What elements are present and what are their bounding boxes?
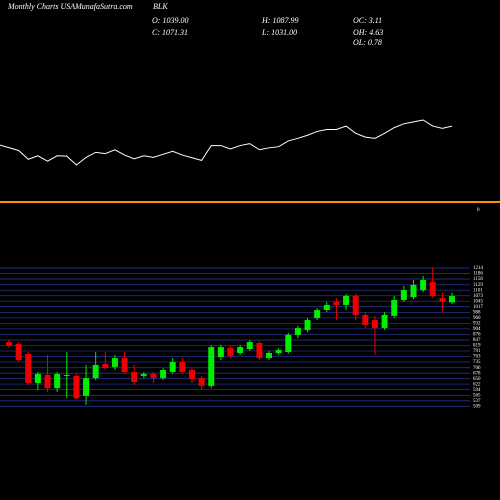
y-tick-label: 537 [473,399,481,404]
candle-body [410,284,417,298]
candle-body [381,314,388,329]
info: H: 1087.99 [261,16,298,25]
y-tick-label: 847 [473,338,481,343]
candle-body [391,300,398,316]
y-tick-label: 988 [473,311,481,316]
candle-body [208,347,215,386]
candle-body [169,362,176,372]
y-tick-label: 904 [473,327,481,332]
y-tick-label: 932 [473,322,481,327]
candle-body [333,302,340,305]
candle-body [304,320,311,331]
y-tick-label: 1101 [473,288,483,293]
candle-body [6,342,12,346]
candle-body [140,373,147,376]
y-tick-label: 1073 [473,294,484,299]
candle-body [54,373,61,389]
y-tick-label: 1045 [473,299,484,304]
indicator-tick-label: 0 [477,208,480,213]
y-tick-label: 650 [473,377,481,382]
candle-body [352,295,359,315]
candle-body [102,363,109,369]
y-tick-label: 1214 [473,266,484,271]
y-tick-label: 960 [473,316,481,321]
info: O: 1039.00 [152,16,188,25]
info: L: 1031.00 [261,28,297,37]
y-tick-label: 791 [473,349,481,354]
y-tick-label: 622 [473,382,481,387]
y-tick-label: 594 [473,388,481,393]
candle-body [314,310,321,319]
y-tick-label: 1158 [473,277,483,282]
candle-body [227,348,234,356]
candle-body [83,378,90,396]
candle-body [63,374,70,376]
candle-body [160,370,167,379]
candle-body [400,290,407,301]
candle-body [323,304,330,311]
candle-body [294,328,301,335]
candle-body [188,370,195,380]
candle-body [121,358,128,372]
candle-body [92,364,99,379]
candle-body [266,352,273,359]
candle-body [217,347,224,358]
chart-title: BLK [153,2,168,11]
candle-body [343,295,350,305]
y-tick-label: 678 [473,371,481,376]
info: OL: 0.78 [353,38,382,47]
y-tick-label: 1129 [473,283,483,288]
y-tick-label: 735 [473,360,481,365]
y-tick-label: 819 [473,344,481,349]
candle-body [246,342,253,350]
candle-body [198,378,205,386]
candle-body [420,280,427,291]
candle-body [256,342,263,359]
info: OC: 3.11 [353,16,382,25]
y-tick-label: 876 [473,332,481,337]
candle-body [237,347,244,353]
candle-body [275,350,282,353]
source: Monthly Charts USAMunafaSutra.com [7,2,133,11]
candle-body [34,373,41,383]
candle-body [73,375,80,399]
candle-body [285,334,292,352]
candle-body [439,298,446,302]
y-tick-label: 1186 [473,272,483,277]
info: C: 1071.31 [152,28,188,37]
candle-body [150,373,157,379]
y-tick-label: 1017 [473,305,484,310]
candle-body [449,296,455,303]
y-tick-label: 565 [473,393,481,398]
y-tick-label: 706 [473,366,481,371]
candle-body [111,358,118,367]
candle-body [371,320,378,329]
candle-body [179,362,186,372]
y-tick-label: 763 [473,355,481,360]
info: OH: 4.63 [353,28,383,37]
candle-body [131,372,138,382]
candle-body [15,343,22,361]
candle-body [429,282,436,296]
close-line [0,119,453,166]
candle-body [362,314,369,325]
y-tick-label: 509 [473,404,481,409]
candle-body [44,374,51,389]
candle-body [25,353,32,383]
